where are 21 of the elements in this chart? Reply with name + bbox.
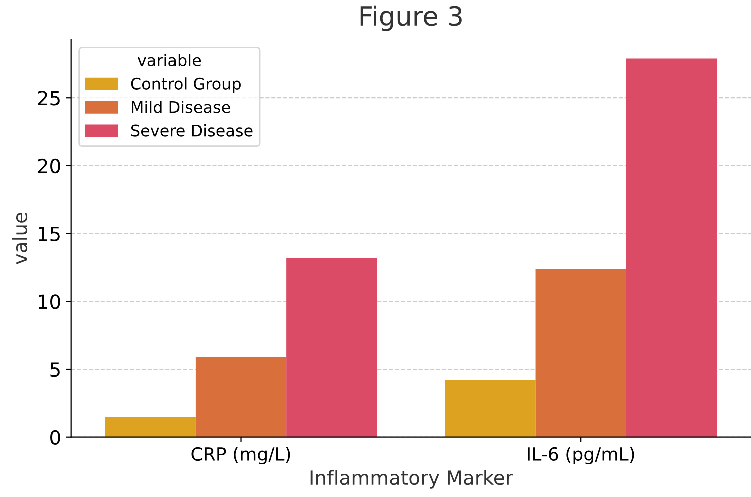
x-tick-label: IL-6 (pg/mL) xyxy=(528,447,634,465)
bar xyxy=(105,417,196,438)
legend-label: Control Group xyxy=(131,78,241,94)
y-tick-label: 0 xyxy=(50,430,60,446)
bar xyxy=(536,269,626,438)
chart-title: Figure 3 xyxy=(360,6,462,32)
y-tick-label: 20 xyxy=(38,158,60,174)
x-axis-title: Inflammatory Marker xyxy=(310,470,514,489)
legend-title: variable xyxy=(138,54,202,66)
y-tick-label: 10 xyxy=(39,294,60,310)
bar xyxy=(626,58,718,438)
legend-label: Severe Disease xyxy=(131,124,253,137)
legend-label: Mild Disease xyxy=(132,101,230,114)
y-axis-title: value xyxy=(12,213,28,265)
x-tick-label: CRP (mg/L) xyxy=(192,447,290,465)
bar xyxy=(196,357,287,438)
y-tick-label: 15 xyxy=(39,227,60,242)
bar xyxy=(445,380,536,438)
y-tick-label: 5 xyxy=(50,362,60,378)
bar xyxy=(286,258,378,438)
y-tick-label: 25 xyxy=(38,91,60,106)
